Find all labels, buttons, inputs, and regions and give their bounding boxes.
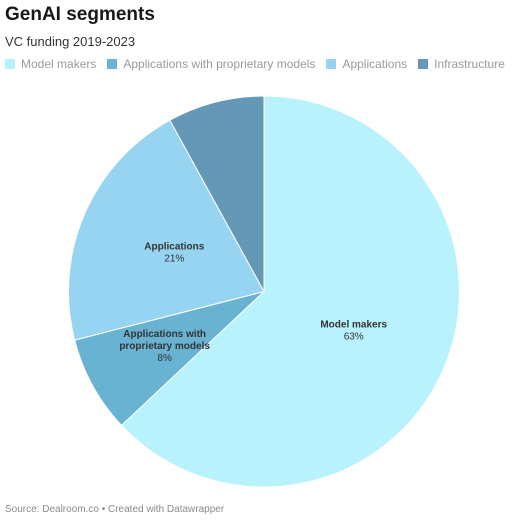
- slice-name-label: Applications with: [123, 329, 206, 340]
- slice-name-label: Model makers: [320, 319, 387, 330]
- chart-footer: Source: Dealroom.co • Created with Dataw…: [5, 504, 225, 515]
- legend-label: Model makers: [21, 57, 97, 71]
- legend-label: Applications with proprietary models: [123, 57, 316, 71]
- legend-item: Applications with proprietary models: [107, 57, 315, 71]
- pie-slice: [169, 95, 265, 292]
- legend-item: Applications: [326, 57, 407, 71]
- chart-subtitle: VC funding 2019-2023: [5, 34, 136, 49]
- legend-label: Applications: [342, 57, 408, 71]
- pie-slice: [120, 95, 460, 488]
- chart-title: GenAI segments: [5, 4, 155, 25]
- legend-item: Model makers: [5, 57, 96, 71]
- legend-swatch: [5, 59, 15, 69]
- legend-swatch: [107, 59, 118, 69]
- slice-name-label: proprietary models: [119, 341, 210, 352]
- pie-slice: [74, 291, 265, 427]
- slice-value-label: 63%: [344, 331, 364, 342]
- chart-legend: Model makers Applications with proprietar…: [5, 57, 516, 71]
- pie-slice: [68, 119, 265, 341]
- slice-value-label: 21%: [164, 254, 184, 265]
- slice-value-label: 8%: [157, 353, 172, 364]
- legend-item: Infrastructure: [418, 57, 505, 71]
- legend-swatch: [418, 59, 429, 69]
- legend-swatch: [326, 59, 337, 69]
- slice-name-label: Applications: [144, 242, 204, 253]
- legend-label: Infrastructure: [434, 57, 505, 71]
